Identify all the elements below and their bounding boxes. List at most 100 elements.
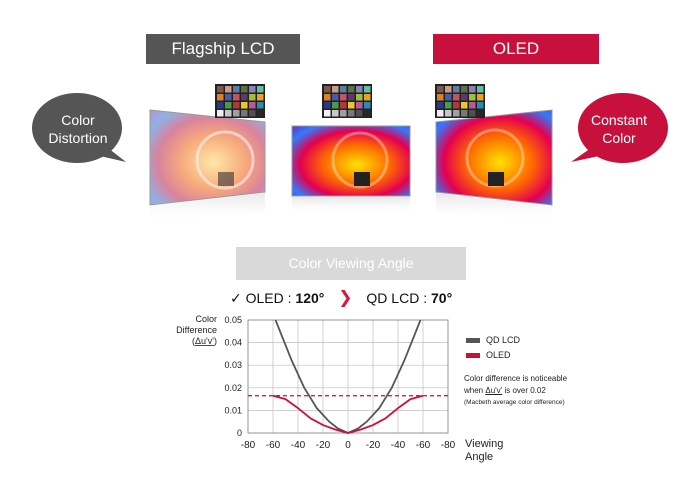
color-checker-patch [217,86,224,93]
color-checker-patch [477,102,484,109]
y-tick-label: 0.01 [224,405,242,415]
bubble-right-line1: Constant [590,112,648,128]
color-checker-patch [249,86,256,93]
color-checker-patch [225,102,232,109]
color-checker-patch [364,94,371,101]
color-checker-patch [445,110,452,117]
color-difference-chart: -80 -60 -40 -20 0 -20 -40 -60 -80 0 0.01 0.02 0.03 0.… [224,315,455,448]
oled-label: OLED [433,34,599,64]
color-checker-patch [233,86,240,93]
color-checker-patch [356,102,363,109]
color-checker-patch [324,102,331,109]
y-tick-label: 0 [237,428,242,438]
x-tick-label: -40 [291,440,306,448]
x-tick-label: -60 [416,440,431,448]
viewing-angle-comparison: ✓ OLED : 120° ❯ QD LCD : 70° [230,288,476,308]
color-distortion-bubble: Color Distortion [30,90,126,168]
color-checker-patch [364,86,371,93]
color-checker-patch [461,94,468,101]
x-tick-label: -20 [316,440,331,448]
color-checker-patch [469,102,476,109]
color-checker-patch [257,94,264,101]
color-checker-patch [332,102,339,109]
color-checker-patch [453,86,460,93]
lcd-angle-value: 70° [431,290,453,306]
note-line1: Color difference is noticeable [464,374,568,383]
color-checker-patch [340,86,347,93]
color-checker-patch [453,110,460,117]
color-checker-patch [461,86,468,93]
oled-angle-prefix: OLED : [245,290,296,306]
speech-bubble-icon [32,93,126,163]
note-line3: (Macbeth average color difference) [464,399,565,406]
color-checker-patch [356,86,363,93]
color-checker-patch [348,86,355,93]
color-checker-patch [225,94,232,101]
bubble-left-line1: Color [61,112,95,128]
color-checker-patch [324,86,331,93]
color-checker-patch [324,110,331,117]
color-checker-patch [445,94,452,101]
color-checker-patch [348,102,355,109]
color-checker-patch [453,94,460,101]
color-checker-patch [437,94,444,101]
color-checker-patch [340,102,347,109]
oled-tv-screen [435,109,553,222]
color-checker-patch [233,94,240,101]
color-viewing-angle-caption: Color Viewing Angle [236,247,466,280]
color-checker-patch [356,110,363,117]
color-checker-patch [241,102,248,109]
color-checker-patch [233,102,240,109]
x-tick-label: -60 [266,440,281,448]
x-tick-label: 0 [345,440,351,448]
color-checker-patch [241,86,248,93]
bubble-right-line2: Color [602,130,636,146]
check-icon: ✓ [230,290,242,306]
color-checker-patch [469,110,476,117]
color-checker-patch [217,94,224,101]
y-tick-label: 0.03 [224,360,242,370]
color-checker-patch [437,102,444,109]
constant-color-bubble: Constant Color [569,90,669,168]
x-tick-label: -80 [241,440,256,448]
color-checker-patch [348,94,355,101]
color-checker-patch [217,102,224,109]
y-axis-title: Color Difference (Δu'v') [176,314,217,346]
color-checker-patch [249,102,256,109]
color-checker-patch [437,86,444,93]
color-checker-patch [225,110,232,117]
x-tick-label: -20 [366,440,381,448]
color-checker-patch [348,110,355,117]
color-checker-patch [241,94,248,101]
color-checker-patch [249,94,256,101]
series-line-oled [272,394,424,434]
color-checker-patch [241,110,248,117]
oled-angle-value: 120° [295,290,325,306]
color-checker-patch [461,110,468,117]
legend-label-lcd: QD LCD [486,335,521,345]
color-checker-patch [340,94,347,101]
color-checker-patch [324,94,331,101]
color-checker-patch [445,86,452,93]
threshold-note: Color difference is noticeable when Δu'v… [464,373,644,409]
color-checker-patch [469,94,476,101]
legend-swatch-oled [466,353,480,358]
color-checker-patch [469,86,476,93]
color-checker-patch [364,102,371,109]
color-checker-patch [340,110,347,117]
note-line2: when Δu'v' is over 0.02 [464,386,546,395]
lcd-angle-prefix: QD LCD : [366,290,431,306]
chevron-right-icon: ❯ [338,288,353,307]
bubble-left-line2: Distortion [48,130,108,146]
y-tick-label: 0.05 [224,315,242,325]
color-checker-patch [364,110,371,117]
x-tick-label: -40 [391,440,406,448]
legend-label-oled: OLED [486,350,511,360]
color-checker-patch [257,102,264,109]
color-checker-patch [477,86,484,93]
color-checker-patch [445,102,452,109]
color-checker-patch [437,110,444,117]
color-checker-patch [233,110,240,117]
x-axis-title: Viewing Angle [465,438,504,463]
color-checker-patch [257,86,264,93]
